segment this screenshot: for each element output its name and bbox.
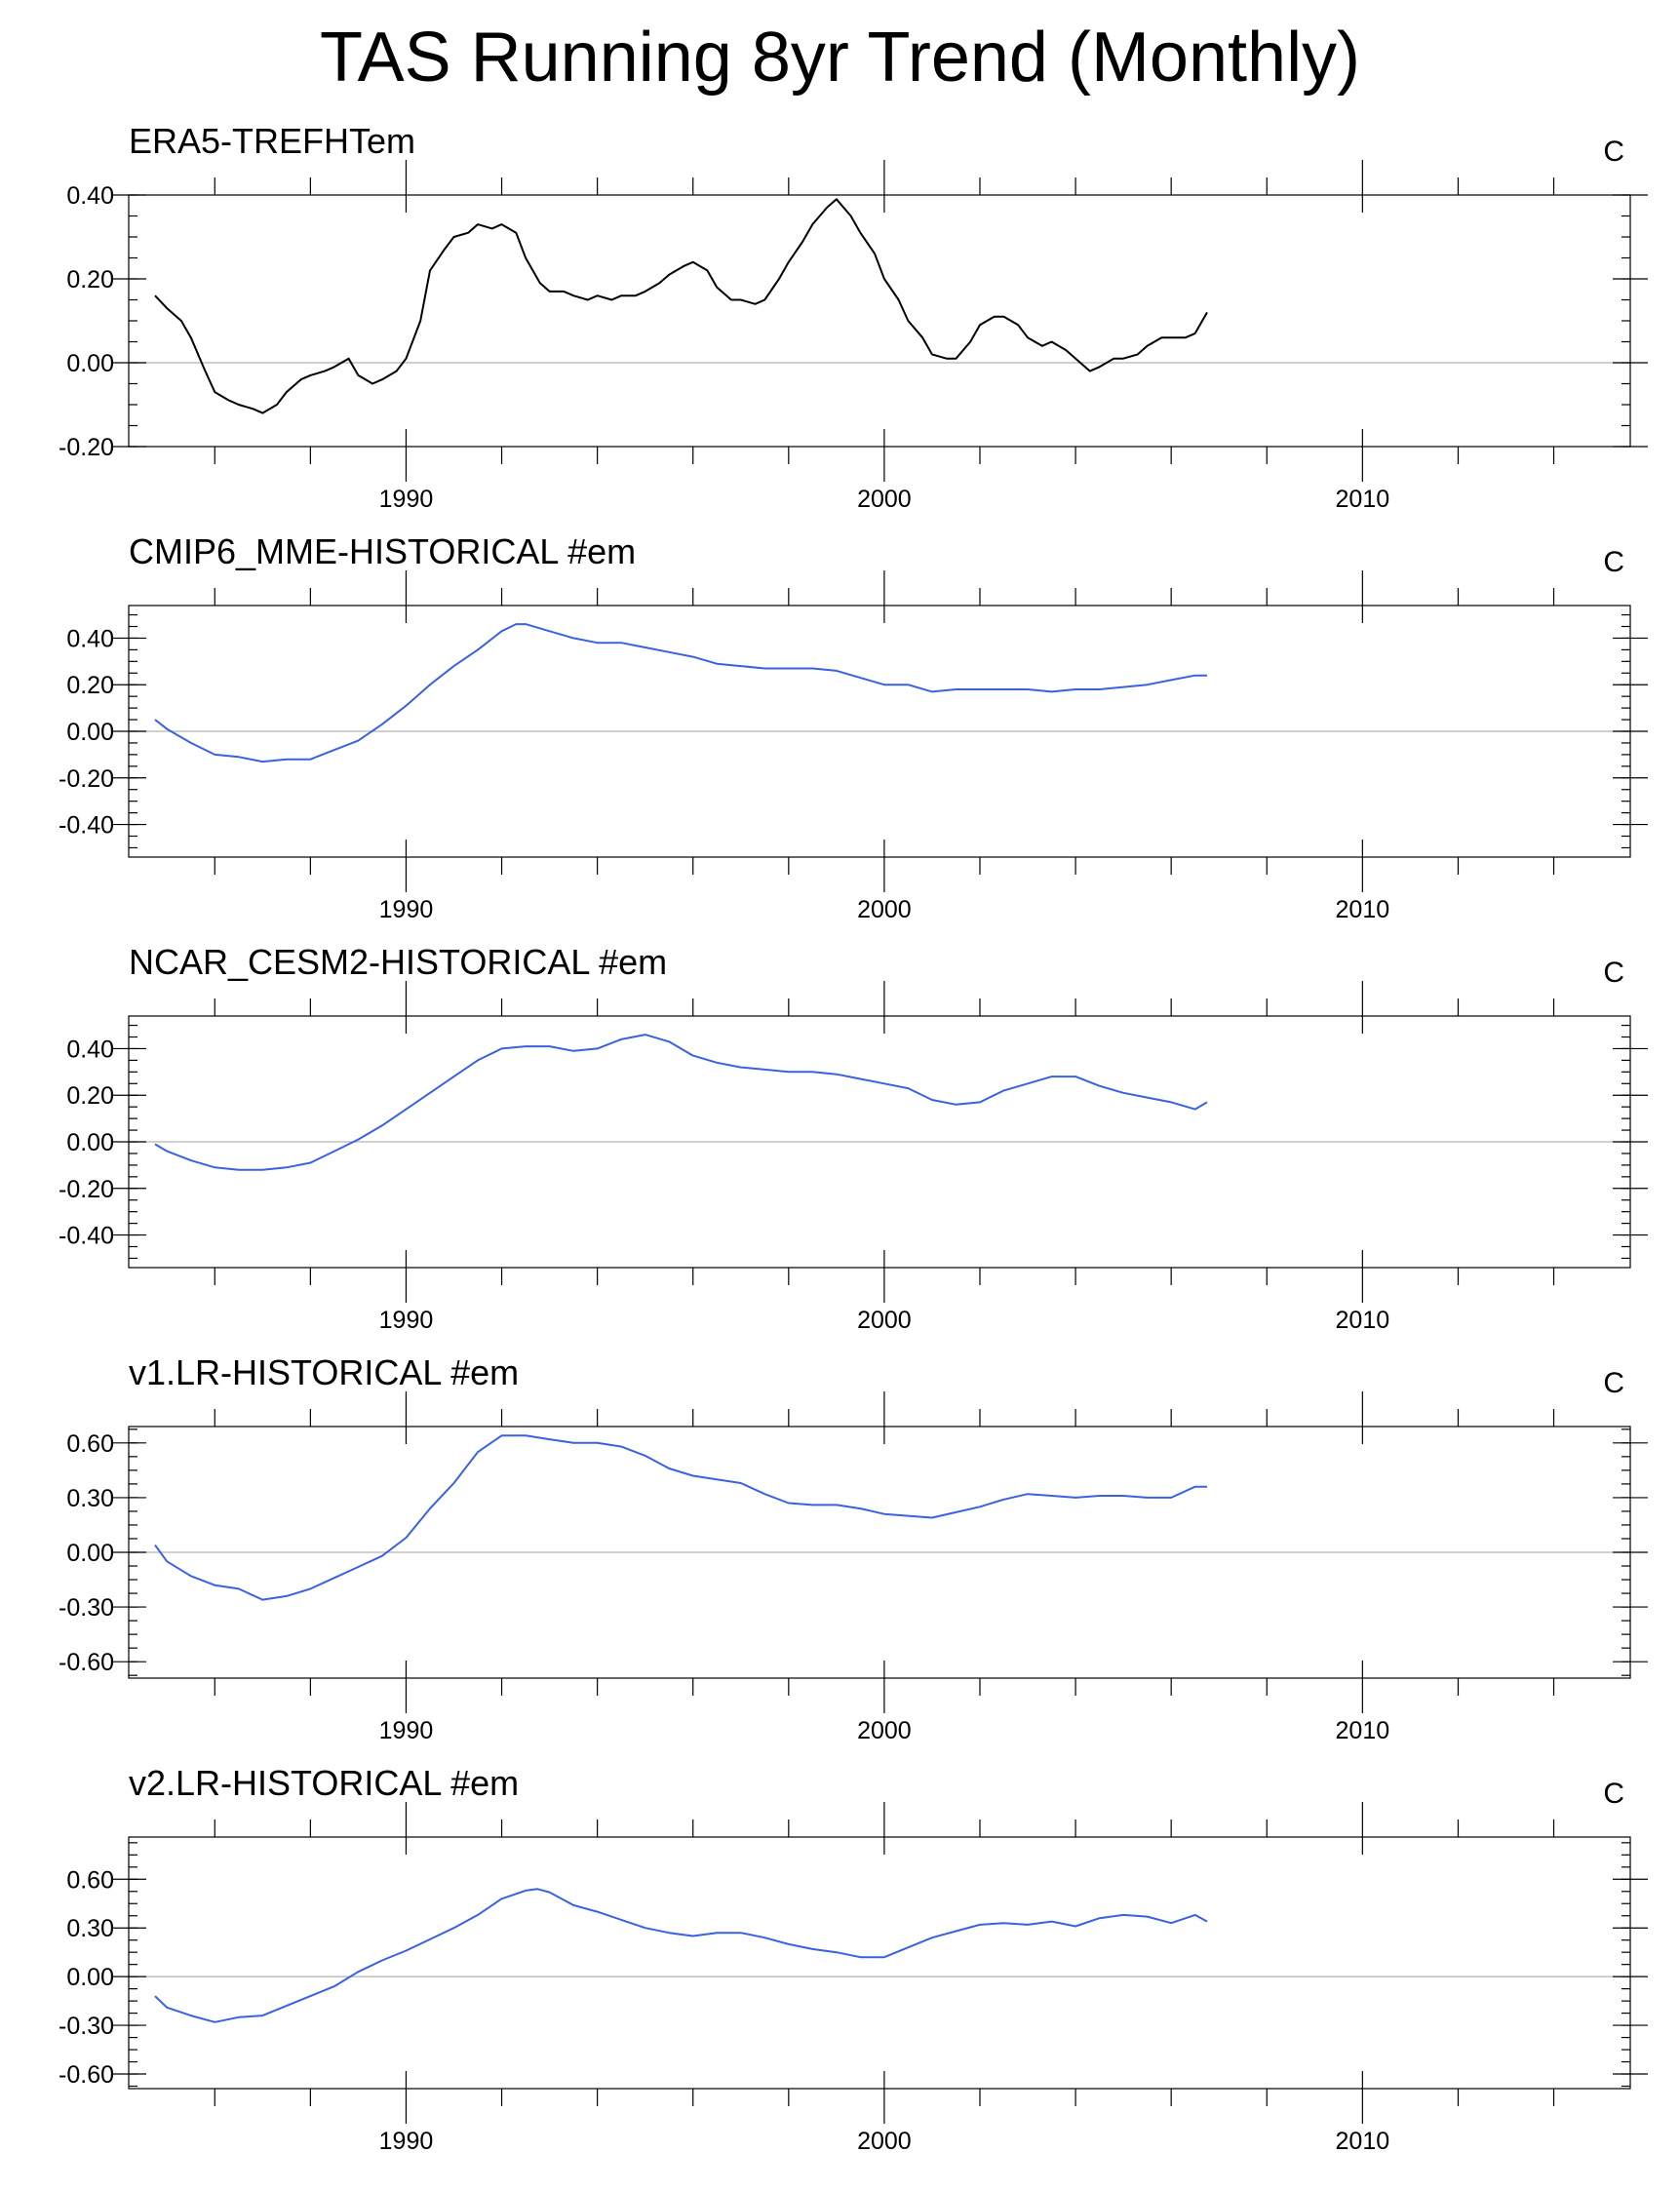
y-tick-label: 0.20 (66, 1082, 114, 1110)
y-tick-label: 0.00 (66, 1129, 114, 1156)
series-line (154, 198, 1208, 414)
chart-panel-1: ERA5-TREFHTem C -0.20 0.00 0.20 0.40 1990 2000 2… (59, 121, 1648, 513)
y-tick-label: 0.20 (66, 672, 114, 699)
x-tick-label: 1990 (379, 1307, 434, 1334)
panel-title: v1.LR-HISTORICAL #em (129, 1352, 519, 1392)
series-line (154, 1888, 1208, 2023)
panel-title: v2.LR-HISTORICAL #em (129, 1763, 519, 1803)
panel-title: CMIP6_MME-HISTORICAL #em (129, 531, 636, 571)
main-title: TAS Running 8yr Trend (Monthly) (319, 19, 1361, 97)
y-tick-label: -0.20 (59, 1176, 114, 1203)
unit-label: C (1603, 1367, 1624, 1399)
y-tick-label: -0.20 (59, 765, 114, 793)
series-line (154, 1434, 1207, 1601)
y-tick-label: 0.40 (66, 1036, 114, 1063)
chart-panel-4: v1.LR-HISTORICAL #em C -0.60 -0.30 0.00 0.30 0… (59, 1352, 1648, 1744)
panel-title: NCAR_CESM2-HISTORICAL #em (129, 942, 667, 982)
unit-label: C (1603, 1778, 1624, 1810)
y-tick-label: 0.30 (66, 1915, 114, 1942)
y-tick-label: -0.40 (59, 1223, 114, 1250)
x-tick-label: 2000 (857, 486, 912, 513)
y-tick-label: -0.20 (59, 434, 114, 461)
x-tick-label: 1990 (379, 2128, 434, 2155)
x-tick-label: 2000 (857, 1717, 912, 1744)
y-tick-label: 0.00 (66, 350, 114, 377)
x-tick-label: 2010 (1336, 2128, 1390, 2155)
x-tick-label: 2000 (857, 2128, 912, 2155)
chart-panel-3: NCAR_CESM2-HISTORICAL #em C -0.40 -0.20 0.00… (59, 942, 1648, 1334)
plot-frame (128, 1836, 1631, 2090)
x-tick-label: 1990 (379, 896, 434, 923)
series-line (154, 623, 1207, 763)
y-tick-label: -0.30 (59, 1594, 114, 1622)
x-tick-label: 2010 (1336, 896, 1390, 923)
y-tick-label: 0.30 (66, 1485, 114, 1512)
unit-label: C (1603, 957, 1624, 989)
y-tick-label: -0.40 (59, 812, 114, 840)
x-tick-label: 1990 (379, 486, 434, 513)
x-tick-label: 2010 (1336, 1717, 1390, 1744)
y-tick-label: 0.40 (66, 625, 114, 652)
x-tick-label: 2010 (1336, 486, 1390, 513)
panel-title: ERA5-TREFHTem (129, 121, 415, 161)
y-tick-label: 0.00 (66, 1964, 114, 1991)
y-tick-label: 0.00 (66, 1540, 114, 1567)
y-tick-label: 0.20 (66, 266, 114, 293)
y-tick-label: -0.60 (59, 1649, 114, 1676)
plot-frame (128, 194, 1631, 448)
y-tick-label: 0.60 (66, 1430, 114, 1458)
y-tick-label: 0.00 (66, 719, 114, 746)
chart-panel-5: v2.LR-HISTORICAL #em C -0.60 -0.30 0.00 0.30 0… (59, 1763, 1648, 2155)
x-tick-label: 2000 (857, 1307, 912, 1334)
x-tick-label: 2000 (857, 896, 912, 923)
unit-label: C (1603, 546, 1624, 578)
series-line (154, 1034, 1208, 1171)
unit-label: C (1603, 136, 1624, 168)
y-tick-label: 0.40 (66, 182, 114, 210)
x-tick-label: 1990 (379, 1717, 434, 1744)
y-tick-label: -0.60 (59, 2061, 114, 2089)
y-tick-label: 0.60 (66, 1866, 114, 1894)
y-tick-label: -0.30 (59, 2013, 114, 2040)
x-tick-label: 2010 (1336, 1307, 1390, 1334)
chart-panel-2: CMIP6_MME-HISTORICAL #em C -0.40 -0.20 0.00 0… (59, 531, 1648, 923)
